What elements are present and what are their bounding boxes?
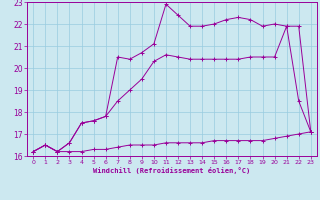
X-axis label: Windchill (Refroidissement éolien,°C): Windchill (Refroidissement éolien,°C) [93, 167, 251, 174]
